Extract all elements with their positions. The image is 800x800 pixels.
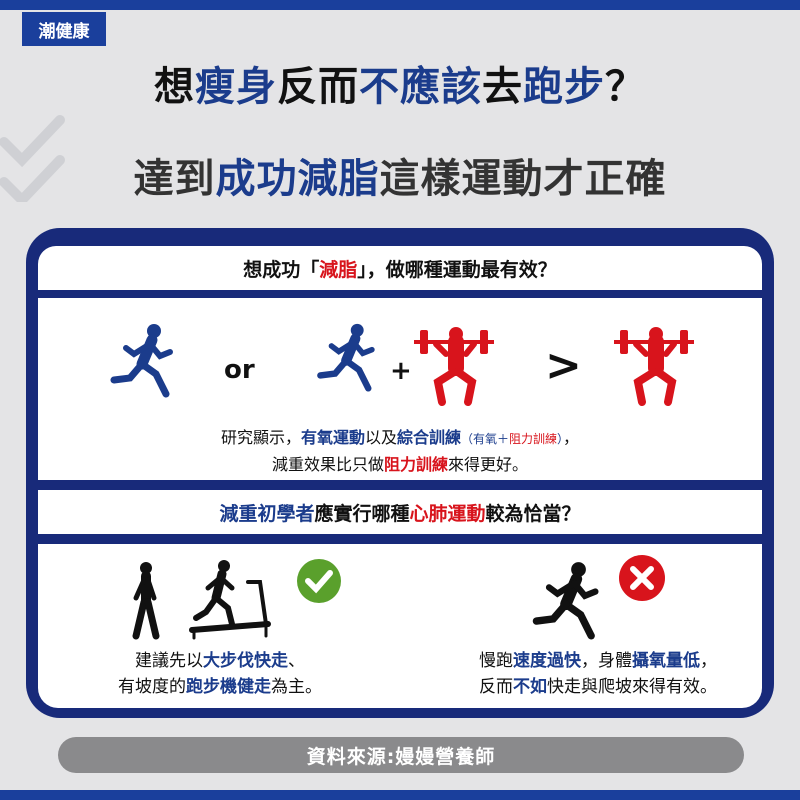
sub-title: 達到成功減脂這樣運動才正確 bbox=[0, 146, 800, 204]
right-text-line2: 反而不如快走與爬坡來得有效。 bbox=[428, 674, 768, 700]
text-segment: 研究顯示， bbox=[220, 428, 301, 447]
text-segment: 阻力訓練 bbox=[383, 455, 448, 474]
text-segment: ， bbox=[563, 428, 580, 447]
text-segment: 建議先以 bbox=[135, 651, 203, 671]
top-bar bbox=[0, 0, 800, 10]
text-segment: 減重效果比只做 bbox=[271, 455, 384, 474]
text-segment: 反而 bbox=[277, 64, 359, 110]
text-segment: 成功減脂 bbox=[215, 156, 380, 202]
text-segment: ） bbox=[557, 432, 564, 446]
text-segment: 這樣運動才正確 bbox=[379, 156, 667, 202]
left-text-line1: 建議先以大步伐快走、 bbox=[60, 648, 380, 674]
text-segment: 阻力訓練 bbox=[509, 432, 558, 446]
weightlifter-icon bbox=[614, 327, 694, 406]
main-title: 想瘦身反而不應該去跑步？ bbox=[0, 54, 800, 112]
runner-icon bbox=[317, 323, 375, 392]
text-segment: 心肺運動 bbox=[409, 502, 486, 525]
text-segment: 瘦身 bbox=[195, 64, 277, 110]
text-segment: 跑步 bbox=[523, 64, 605, 110]
text-segment: 較為恰當？ bbox=[485, 502, 581, 525]
jogging-warning: 慢跑速度過快，身體攝氧量低， 反而不如快走與爬坡來得有效。 bbox=[428, 648, 768, 700]
greater-than-symbol: > bbox=[545, 340, 582, 391]
or-label: or bbox=[224, 355, 255, 385]
text-segment: 達到 bbox=[133, 156, 216, 202]
section1-text-line1: 研究顯示，有氧運動以及綜合訓練（有氧＋阻力訓練）， bbox=[38, 425, 762, 452]
text-segment: 大步伐快走 bbox=[203, 651, 288, 671]
right-text-line1: 慢跑速度過快，身體攝氧量低， bbox=[428, 648, 768, 674]
text-segment: 攝氧量低 bbox=[632, 651, 700, 671]
text-segment: 為主。 bbox=[271, 677, 322, 697]
walking-recommendation: 建議先以大步伐快走、 有坡度的跑步機健走為主。 bbox=[60, 648, 380, 700]
runner-icon bbox=[110, 324, 173, 398]
section1-explanation: 研究顯示，有氧運動以及綜合訓練（有氧＋阻力訓練）， 減重效果比只做阻力訓練來得更… bbox=[38, 425, 762, 478]
text-segment: （有氧＋ bbox=[461, 432, 510, 446]
brand-logo[interactable]: 潮健康 bbox=[22, 12, 106, 46]
check-icon bbox=[297, 559, 341, 603]
treadmill-icon bbox=[189, 560, 271, 640]
text-segment: 跑步機健走 bbox=[186, 677, 271, 697]
text-segment: ？ bbox=[605, 64, 646, 110]
text-segment: 想 bbox=[154, 64, 195, 110]
cross-icon bbox=[619, 555, 665, 601]
text-segment: 不如 bbox=[513, 677, 547, 697]
text-segment: 速度過快 bbox=[513, 651, 581, 671]
text-segment: ， bbox=[700, 651, 717, 671]
plus-label: + bbox=[390, 356, 412, 386]
text-segment: 快走與爬坡來得有效。 bbox=[547, 677, 717, 697]
section1-question: 想成功「 減脂 」，做哪種運動最有效？ bbox=[38, 246, 762, 290]
text-segment: 」，做哪種運動最有效？ bbox=[357, 258, 557, 281]
background-check-icon bbox=[0, 115, 65, 202]
text-segment: 減重初學者 bbox=[219, 502, 315, 525]
text-segment: ，身體 bbox=[581, 651, 632, 671]
section2-question: 減重初學者 應實行哪種 心肺運動 較為恰當？ bbox=[38, 490, 762, 534]
section1-text-line2: 減重效果比只做阻力訓練來得更好。 bbox=[38, 452, 762, 478]
text-segment: 減脂 bbox=[319, 258, 358, 281]
text-segment: 有坡度的 bbox=[118, 677, 186, 697]
text-segment: 不應該 bbox=[359, 64, 482, 110]
text-segment: 慢跑 bbox=[479, 651, 513, 671]
text-segment: 反而 bbox=[479, 677, 513, 697]
bottom-bar bbox=[0, 790, 800, 800]
text-segment: 來得更好。 bbox=[448, 455, 529, 474]
text-segment: 去 bbox=[482, 64, 523, 110]
text-segment: 有氧運動 bbox=[300, 428, 365, 447]
text-segment: 以及 bbox=[364, 428, 397, 447]
runner-icon bbox=[532, 562, 599, 640]
source-credit: 資料來源:嫚嫚營養師 bbox=[58, 737, 744, 773]
text-segment: 想成功「 bbox=[243, 258, 320, 281]
text-segment: 綜合訓練 bbox=[396, 428, 461, 447]
text-segment: 、 bbox=[288, 651, 305, 671]
walker-icon bbox=[132, 562, 160, 640]
left-text-line2: 有坡度的跑步機健走為主。 bbox=[60, 674, 380, 700]
text-segment: 應實行哪種 bbox=[314, 502, 410, 525]
weightlifter-icon bbox=[414, 327, 494, 406]
